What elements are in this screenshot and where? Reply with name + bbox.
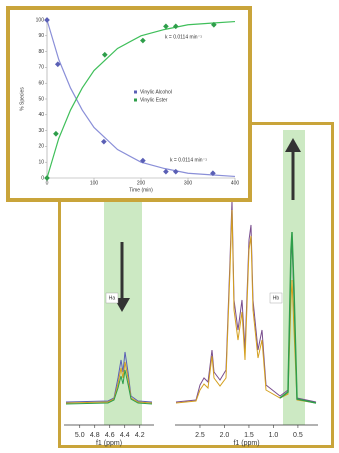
y-tick-label: 0 — [41, 175, 44, 181]
fit-line — [46, 20, 236, 179]
kinetics-frame — [6, 6, 252, 202]
data-point — [172, 168, 179, 175]
x-tick-label: 2.0 — [220, 432, 230, 439]
legend-marker — [134, 90, 137, 94]
y-tick-label: 70 — [38, 65, 44, 71]
legend-label: Vinylic Alcohol — [140, 89, 172, 95]
y-tick-label: 20 — [38, 144, 44, 150]
x-tick-label: 0 — [46, 180, 49, 186]
data-point — [163, 23, 169, 30]
y-axis-label: % Species — [19, 87, 25, 111]
label-box — [269, 292, 283, 304]
annotation: k = 0.0114 min⁻¹ — [165, 34, 202, 40]
arrow-up — [285, 138, 301, 200]
data-point — [140, 157, 146, 164]
peak-label: Hb — [273, 295, 280, 301]
x-axis-label: f1 (ppm) — [96, 440, 122, 447]
x-tick-label: 1.0 — [269, 432, 279, 439]
x-tick-label: 4.6 — [105, 432, 115, 439]
kinetics-plot: 0 10 20 30 40 50 60 70 80 90 100 0 100 200 300 400 Vinyl… — [36, 17, 240, 186]
fit-line — [46, 19, 236, 178]
y-tick-label: 80 — [38, 49, 44, 55]
x-tick-label: 400 — [231, 180, 240, 186]
x-tick-label: 1.5 — [244, 432, 254, 439]
x-tick-label: 2.5 — [195, 432, 205, 439]
x-tick-label: 4.8 — [90, 432, 100, 439]
data-point — [44, 17, 50, 23]
label-box — [105, 292, 119, 304]
spectra-traces — [65, 199, 317, 405]
x-tick-label: 0.5 — [293, 432, 303, 439]
x-tick-label: 5.0 — [75, 432, 85, 439]
x-tick-label: 300 — [184, 180, 193, 186]
y-tick-label: 100 — [36, 17, 45, 23]
y-tick-label: 40 — [38, 112, 44, 118]
x-axis-label: f1 (ppm) — [233, 440, 259, 447]
data-point — [172, 23, 179, 30]
data-point — [210, 170, 216, 177]
data-point — [54, 61, 61, 68]
x-tick-label: 100 — [90, 180, 99, 186]
x-tick-label: 4.2 — [135, 432, 145, 439]
y-tick-label: 30 — [38, 128, 44, 134]
x-axis-label: Time (min) — [129, 187, 153, 193]
legend-marker — [134, 98, 137, 102]
y-tick-label: 10 — [38, 160, 44, 166]
spectra-axes: 5.0 4.8 4.6 4.4 4.2 f1 (ppm) Ha 2.5 2.0 1.5 1.0 0.5… — [64, 292, 318, 447]
annotation: k = 0.0114 min⁻¹ — [170, 157, 207, 163]
x-tick-label: 200 — [137, 180, 146, 186]
y-tick-label: 50 — [38, 96, 44, 102]
y-tick-label: 90 — [38, 33, 44, 39]
peak-label: Ha — [109, 295, 116, 301]
y-tick-label: 60 — [38, 81, 44, 87]
highlight-band — [104, 200, 142, 425]
data-point — [163, 168, 169, 175]
data-point — [101, 138, 107, 145]
legend-label: Vinylic Ester — [140, 97, 168, 103]
data-point — [211, 21, 217, 28]
x-tick-label: 4.4 — [120, 432, 130, 439]
